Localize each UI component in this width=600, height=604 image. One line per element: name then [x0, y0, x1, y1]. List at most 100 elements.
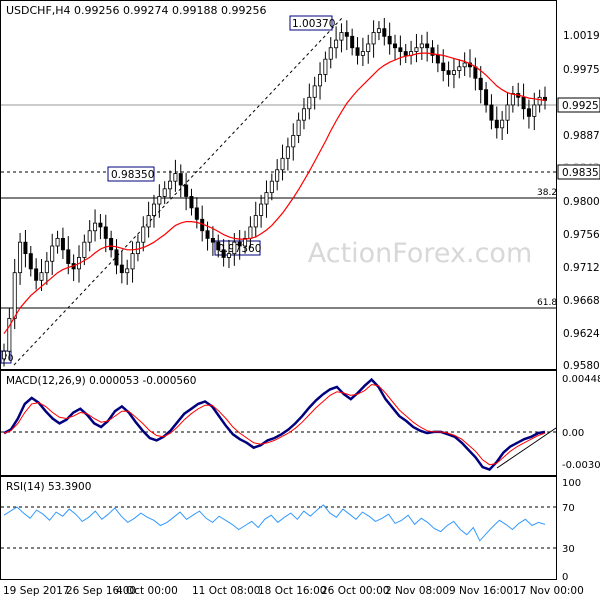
candle-body	[243, 237, 248, 247]
candle-body	[82, 241, 87, 258]
current-price-label: 0.99256	[562, 100, 600, 112]
price-panel-frame	[0, 0, 557, 370]
candle-body	[119, 264, 124, 274]
x-tick-label: 4 Oct 00:00	[116, 585, 178, 597]
candle-body	[50, 245, 55, 262]
candle-body	[425, 43, 430, 49]
svg-text:1.00370: 1.00370	[292, 18, 335, 30]
candle-body	[334, 39, 339, 49]
candle-body	[371, 32, 376, 45]
svg-text:70: 70	[2, 354, 14, 364]
macd-line	[3, 377, 546, 472]
candle-body	[103, 226, 108, 239]
trend-line	[13, 17, 343, 366]
candle-body	[34, 268, 39, 281]
candle-body	[2, 350, 7, 360]
current-price-box	[557, 97, 600, 113]
macd-tick-label: -0.003018	[562, 460, 600, 471]
candle-body	[173, 173, 178, 182]
candle-body	[462, 62, 467, 68]
level-price-box	[557, 164, 600, 180]
rsi-panel-frame	[0, 476, 557, 580]
candle-body	[39, 272, 44, 281]
candle-body	[130, 253, 135, 270]
candle-body	[301, 108, 306, 121]
candle-body	[387, 35, 392, 45]
candle-body	[494, 119, 499, 129]
candle-body	[87, 230, 92, 243]
candle-body	[355, 47, 360, 56]
macd-title: MACD(12,26,9) 0.000053 -0.000560	[6, 375, 196, 387]
symbol-label: USDCHF,H4	[6, 4, 71, 17]
rsi-tick-label: 100	[562, 478, 581, 489]
candle-body	[253, 215, 258, 228]
candle-body	[285, 146, 290, 159]
x-tick-label: 26 Sep 16:00	[66, 585, 136, 597]
candle-body	[216, 241, 221, 251]
candle-body	[510, 93, 515, 106]
candle-body	[350, 35, 355, 49]
candle-body	[478, 77, 483, 91]
price-candles	[2, 18, 548, 367]
candle-body	[537, 96, 542, 106]
watermark: ActionForex.com	[308, 238, 533, 269]
candle-body	[205, 230, 210, 239]
candle-body	[194, 207, 199, 220]
candle-body	[521, 96, 526, 110]
candle-body	[23, 241, 28, 255]
candle-body	[162, 188, 167, 197]
candle-body	[210, 237, 215, 243]
macd-panel-frame	[0, 370, 557, 476]
candle-body	[419, 43, 424, 49]
candle-body	[393, 43, 398, 49]
candle-body	[109, 237, 114, 251]
candle-body	[414, 47, 419, 52]
candle-body	[248, 226, 253, 239]
candle-body	[505, 104, 510, 121]
rsi-tick-label: 70	[562, 503, 575, 514]
macd-tick-label: 0.00	[562, 428, 584, 439]
candle-body	[55, 237, 60, 247]
rsi-title: RSI(14) 53.3900	[6, 481, 91, 493]
svg-text:0.98350: 0.98350	[111, 169, 154, 181]
candle-body	[168, 180, 173, 190]
candle-body	[328, 47, 333, 60]
candle-body	[532, 104, 537, 117]
x-tick-label: 19 Sep 2017	[3, 585, 70, 597]
candle-body	[446, 70, 451, 75]
macd-tick-label: 0.004485	[562, 374, 600, 385]
candle-body	[7, 318, 12, 352]
rsi-y-axis: 100 70 30 0	[562, 478, 581, 583]
macd-trend-line	[496, 427, 557, 469]
candle-body	[189, 196, 194, 209]
candle-body	[237, 241, 242, 247]
candle-body	[269, 180, 274, 194]
candle-body	[157, 196, 162, 205]
candle-body	[451, 70, 456, 75]
callout-high: 1.00370	[289, 15, 335, 31]
x-tick-label: 26 Oct 00:00	[321, 585, 389, 597]
rsi-tick-label: 0	[562, 572, 568, 583]
candle-body	[226, 253, 231, 258]
x-tick-label: 11 Oct 08:00	[192, 585, 260, 597]
candle-body	[307, 96, 312, 110]
candle-body	[114, 249, 119, 266]
candle-body	[264, 192, 269, 205]
candle-body	[435, 54, 440, 64]
x-tick-label: 17 Nov 00:00	[513, 585, 584, 597]
candle-body	[473, 66, 478, 79]
candle-body	[382, 28, 387, 37]
x-axis: 19 Sep 2017 26 Sep 16:00 4 Oct 00:00 11 …	[3, 585, 584, 597]
candle-body	[141, 226, 146, 243]
candle-body	[275, 169, 280, 182]
candle-body	[344, 32, 349, 37]
macd-signal-line	[3, 383, 546, 466]
